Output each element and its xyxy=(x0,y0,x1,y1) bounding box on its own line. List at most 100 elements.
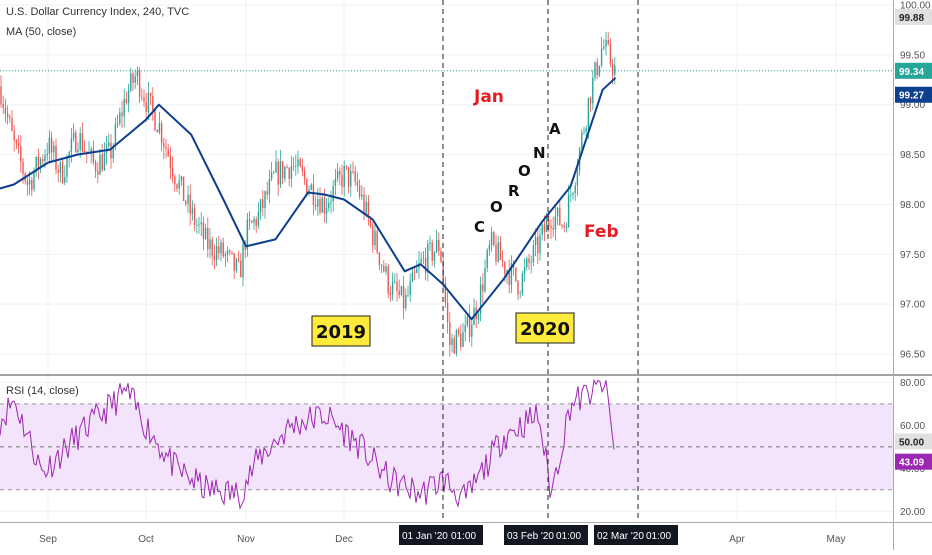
candle-body xyxy=(268,178,271,195)
candle-body xyxy=(61,162,64,183)
candle-body xyxy=(266,191,268,195)
candle-body xyxy=(581,132,583,149)
candle-body xyxy=(563,225,565,228)
candle-body xyxy=(204,227,207,239)
candle-body xyxy=(251,221,253,223)
candle-body xyxy=(180,176,183,181)
candle-body xyxy=(394,281,396,283)
candle-body xyxy=(42,159,44,162)
candle-body xyxy=(33,172,35,190)
candle-body xyxy=(68,152,70,157)
candle-body xyxy=(145,102,147,112)
candle-body xyxy=(152,95,154,111)
candle-body xyxy=(532,245,535,263)
candle-body xyxy=(46,153,48,156)
candle-body xyxy=(466,316,469,326)
candle-body xyxy=(583,131,585,133)
candle-body xyxy=(136,70,139,77)
candle-body xyxy=(504,261,506,275)
candle-body xyxy=(521,273,524,294)
candle-body xyxy=(156,130,158,133)
annotation-jan: Jan xyxy=(473,87,504,107)
candle-body xyxy=(275,161,277,173)
candle-body xyxy=(103,152,106,171)
date-marker-box xyxy=(504,525,588,545)
candle-body xyxy=(609,43,612,64)
high-price-badge: 99.88 xyxy=(899,13,924,24)
candle-body xyxy=(123,99,125,117)
candle-body xyxy=(286,167,288,168)
time-axis-tick: Oct xyxy=(138,534,154,545)
candle-body xyxy=(138,70,141,97)
candle-body xyxy=(389,293,392,295)
candle-body xyxy=(596,62,598,76)
annotation-feb: Feb xyxy=(584,222,619,242)
candle-body xyxy=(114,124,117,146)
time-axis-tick: Dec xyxy=(335,534,353,545)
ma-value-badge-box xyxy=(895,86,932,103)
candle-body xyxy=(444,283,447,303)
candle-body xyxy=(376,230,378,253)
candle-body xyxy=(383,265,385,272)
candle-body xyxy=(488,245,491,251)
candle-body xyxy=(59,162,62,173)
candle-body xyxy=(141,96,143,98)
candle-body xyxy=(270,172,273,179)
candle-body xyxy=(187,194,189,204)
candle-body xyxy=(592,77,594,104)
candle-body xyxy=(391,282,394,295)
candle-body xyxy=(354,171,356,182)
candle-body xyxy=(158,123,161,133)
date-marker-time: 01:00 xyxy=(451,531,476,542)
candle-body xyxy=(380,264,383,266)
candle-body xyxy=(400,286,403,296)
candle-body xyxy=(224,254,227,257)
candle-body xyxy=(11,118,13,131)
candle-body xyxy=(453,338,455,354)
candle-body xyxy=(72,132,75,139)
candle-body xyxy=(508,270,510,285)
candle-body xyxy=(253,218,255,223)
candle-body xyxy=(565,227,568,228)
candle-body xyxy=(116,123,119,125)
candle-body xyxy=(585,127,587,132)
candle-body xyxy=(70,138,73,153)
candle-body xyxy=(297,159,299,167)
candle-body xyxy=(154,110,156,131)
candle-body xyxy=(53,145,55,153)
annotation-corona-letter: A xyxy=(549,120,561,138)
candle-body xyxy=(22,161,24,174)
candle-body xyxy=(497,242,499,262)
candle-body xyxy=(240,260,242,278)
candle-body xyxy=(110,142,112,159)
candle-body xyxy=(167,148,169,157)
candle-body xyxy=(365,201,367,214)
candle-body xyxy=(614,65,616,75)
candle-body xyxy=(121,112,123,117)
candle-body xyxy=(358,185,361,197)
candle-body xyxy=(429,242,431,244)
annotation-corona-letter: R xyxy=(508,182,520,200)
candle-body xyxy=(55,145,57,170)
candle-body xyxy=(237,259,240,261)
rsi-band xyxy=(0,403,893,490)
candle-body xyxy=(347,167,350,187)
candle-body xyxy=(576,170,579,186)
candle-body xyxy=(539,234,541,254)
candle-body xyxy=(515,267,517,281)
candle-body xyxy=(147,92,150,112)
candle-body xyxy=(589,97,592,104)
candle-body xyxy=(119,112,121,124)
candle-body xyxy=(174,176,176,185)
candle-body xyxy=(446,302,449,323)
candle-body xyxy=(611,63,614,75)
last-price-badge: 99.34 xyxy=(899,67,924,78)
candle-body xyxy=(407,294,409,296)
candle-body xyxy=(6,113,9,117)
candle-body xyxy=(556,207,559,217)
candle-body xyxy=(345,165,348,168)
candle-body xyxy=(48,137,51,154)
date-marker-label: 01 Jan '20 xyxy=(402,531,448,542)
